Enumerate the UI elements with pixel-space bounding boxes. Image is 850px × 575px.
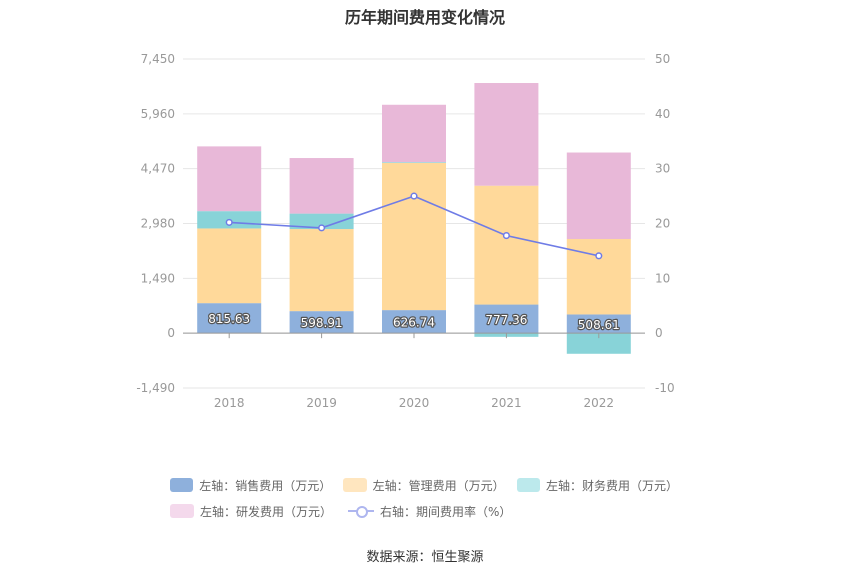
legend-label-expense-rate: 右轴：期间费用率（%） [380,504,512,519]
expense-rate-point [225,218,233,226]
bar-segment [197,228,262,304]
legend-item-admin[interactable]: 左轴：管理费用（万元） [343,477,505,494]
bar-segment [566,314,631,334]
y-left-tick-label: -1,490 [136,381,175,395]
legend-item-rnd[interactable]: 左轴：研发费用（万元） [170,503,332,520]
x-tick-label: 2019 [306,396,337,410]
bar-segment [289,213,354,230]
bar-segment [289,158,354,214]
y-right-tick-label: 0 [655,326,663,340]
y-right-tick-label: 50 [655,52,670,66]
bar-value-label: 508.61 [578,318,620,332]
legend-swatch-sales [170,478,194,492]
x-tick-label: 2021 [491,396,522,410]
y-left-tick-label: 1,490 [141,271,175,285]
bar-value-label: 626.74 [393,316,435,330]
y-right-tick-label: -10 [655,381,675,395]
bar-segment [474,304,539,334]
bar-segment [382,162,446,163]
x-tick-label: 2022 [584,396,615,410]
x-tick-label: 2020 [399,396,430,410]
bar-segment [382,310,446,334]
legend-item-expense-rate[interactable]: 右轴：期间费用率（%） [348,503,511,520]
bar-segment [566,333,631,354]
y-right-tick-label: 10 [655,271,670,285]
legend-item-finance[interactable]: 左轴：财务费用（万元） [516,477,678,494]
legend-row-2: 左轴：研发费用（万元） 右轴：期间费用率（%） [170,498,690,524]
bar-segment [474,83,539,186]
legend-swatch-finance [516,478,540,492]
expense-rate-point [410,192,418,200]
legend-swatch-admin [343,478,367,492]
legend-line-marker-icon [348,504,375,518]
legend-swatch-rnd [170,504,194,518]
bar-value-label: 815.63 [208,312,250,326]
bar-segment [382,104,446,163]
x-tick-label: 2018 [214,396,245,410]
bar-segment [197,303,262,334]
legend-item-sales[interactable]: 左轴：销售费用（万元） [170,477,332,494]
bar-segment [197,146,262,212]
expense-rate-point [595,252,603,260]
legend-label-sales: 左轴：销售费用（万元） [199,478,332,493]
y-left-tick-label: 7,450 [141,52,175,66]
y-left-tick-label: 4,470 [141,162,175,176]
legend-label-admin: 左轴：管理费用（万元） [372,478,505,493]
legend-label-finance: 左轴：财务费用（万元） [545,478,678,493]
bar-segment [289,311,354,334]
expense-rate-point [318,224,326,232]
legend-row-1: 左轴：销售费用（万元） 左轴：管理费用（万元） 左轴：财务费用（万元） [170,472,690,498]
legend-label-rnd: 左轴：研发费用（万元） [200,504,333,519]
bar-segment [474,185,539,305]
expense-rate-point [502,232,510,240]
y-left-tick-label: 2,980 [141,217,175,231]
chart-legend: 左轴：销售费用（万元） 左轴：管理费用（万元） 左轴：财务费用（万元） 左轴：研… [170,472,690,524]
y-right-tick-label: 30 [655,162,670,176]
data-source: 数据来源：恒生聚源 [366,550,484,565]
y-right-tick-label: 40 [655,107,670,121]
y-left-tick-label: 5,960 [141,107,175,121]
y-right-tick-label: 20 [655,217,670,231]
bar-value-label: 777.36 [485,313,527,327]
y-left-tick-label: 0 [167,326,175,340]
bar-segment [289,229,354,312]
bar-segment [382,162,446,311]
chart-title: 历年期间费用变化情况 [344,8,505,27]
bar-segment [566,152,631,240]
bar-value-label: 598.91 [301,316,343,330]
